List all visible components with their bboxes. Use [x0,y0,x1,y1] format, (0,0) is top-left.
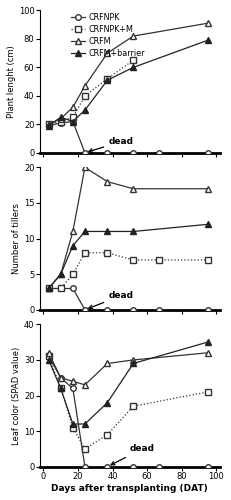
Y-axis label: Number of tillers: Number of tillers [12,203,21,274]
Y-axis label: Leaf color (SPAD value): Leaf color (SPAD value) [12,346,21,444]
Legend: CRFNPK, CRFNPK+M, CRFM, CRFM+barrier: CRFNPK, CRFNPK+M, CRFM, CRFM+barrier [71,13,145,58]
Y-axis label: Plant lenght (cm): Plant lenght (cm) [7,46,16,118]
Text: dead: dead [111,444,155,465]
Text: dead: dead [89,137,134,152]
Text: dead: dead [89,291,134,308]
X-axis label: Days after transplanting (DAT): Days after transplanting (DAT) [52,484,208,493]
